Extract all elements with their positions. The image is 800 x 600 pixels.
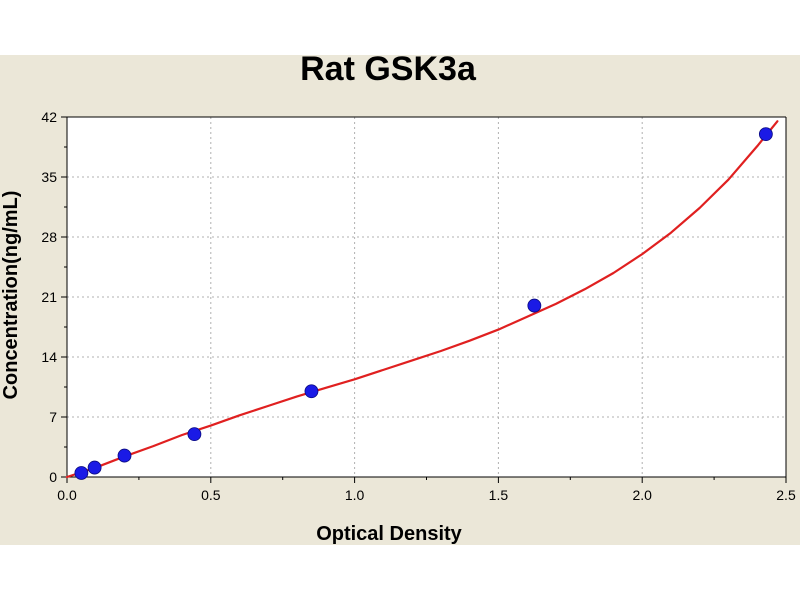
x-tick-label: 1.5 (489, 487, 509, 503)
y-axis-label: Concentration(ng/mL) (0, 191, 22, 400)
data-points-layer (74, 127, 773, 480)
plot-area (67, 117, 786, 477)
data-point (758, 127, 773, 142)
chart-title: Rat GSK3a (300, 50, 477, 88)
y-tick-label: 21 (41, 289, 57, 305)
data-point (304, 384, 319, 399)
y-tick-label: 0 (49, 469, 57, 485)
grid-lines (67, 117, 786, 477)
x-tick-label: 1.0 (345, 487, 365, 503)
x-tick-label: 2.0 (632, 487, 652, 503)
fit-curve-layer (65, 120, 779, 479)
data-point (117, 448, 132, 463)
data-point (187, 427, 202, 442)
y-tick-label: 14 (41, 349, 57, 365)
data-point (87, 460, 102, 475)
axis-ticks: 0.0 0.5 1.0 1.5 2.0 2.5 0 7 14 21 28 35 42 (41, 109, 796, 503)
x-tick-label: 0.5 (201, 487, 221, 503)
y-tick-label: 42 (41, 109, 57, 125)
x-tick-label: 0.0 (57, 487, 77, 503)
data-point (527, 298, 542, 313)
x-tick-label: 2.5 (776, 487, 796, 503)
y-tick-label: 35 (41, 169, 57, 185)
data-point (74, 466, 89, 480)
y-tick-label: 28 (41, 229, 57, 245)
y-tick-label: 7 (49, 409, 57, 425)
fit-curve (65, 120, 779, 479)
x-axis-label: Optical Density (316, 523, 462, 545)
